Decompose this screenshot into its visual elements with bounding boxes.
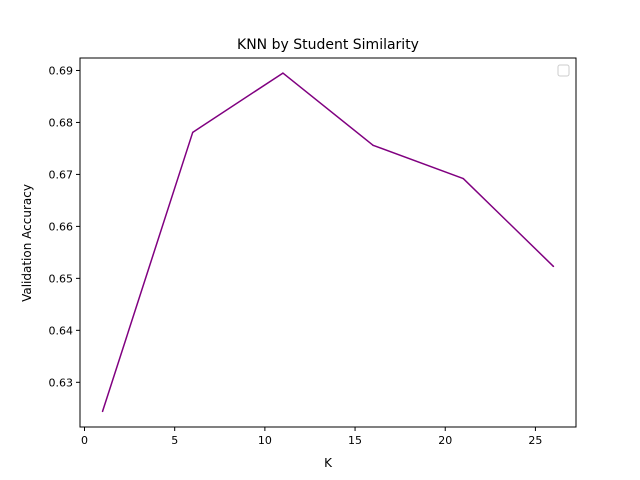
y-tick-label: 0.65 [49, 272, 74, 285]
data-point [552, 265, 555, 268]
x-tick-label: 20 [438, 434, 452, 447]
data-point [372, 144, 374, 147]
y-tick-label: 0.67 [49, 168, 74, 181]
x-tick-label: 15 [348, 434, 362, 447]
data-point [282, 72, 284, 74]
axes-frame [79, 57, 577, 428]
data-point [462, 177, 465, 180]
y-axis: 0.63 0.64 0.65 0.66 0.67 0.68 0.69 [49, 64, 80, 389]
series-line [101, 72, 554, 412]
x-tick-label: 5 [171, 434, 178, 447]
y-tick-label: 0.64 [49, 324, 74, 337]
y-axis-label: Validation Accuracy [20, 184, 34, 302]
data-point [191, 131, 194, 134]
x-axis: 0 5 10 15 20 25 [81, 427, 542, 447]
x-tick-label: 0 [81, 434, 88, 447]
y-tick-label: 0.66 [49, 220, 74, 233]
x-tick-label: 10 [258, 434, 272, 447]
legend-box [557, 64, 570, 77]
plot-area [101, 72, 555, 413]
x-tick-label: 25 [528, 434, 542, 447]
chart-title: KNN by Student Similarity [237, 37, 419, 53]
y-tick-label: 0.63 [49, 376, 74, 389]
y-tick-label: 0.68 [49, 116, 74, 129]
x-axis-label: K [324, 456, 333, 470]
y-tick-label: 0.69 [49, 64, 74, 77]
data-point [101, 410, 104, 413]
